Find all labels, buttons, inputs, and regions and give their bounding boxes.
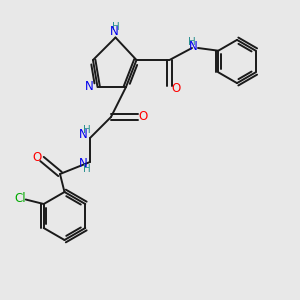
Text: O: O — [139, 110, 148, 124]
Text: N: N — [85, 80, 94, 94]
Text: N: N — [189, 40, 198, 53]
Text: H: H — [82, 164, 90, 175]
Text: N: N — [110, 25, 118, 38]
Text: H: H — [112, 22, 119, 32]
Text: O: O — [171, 82, 180, 95]
Text: H: H — [188, 37, 195, 47]
Text: N: N — [79, 128, 88, 141]
Text: N: N — [79, 157, 88, 170]
Text: O: O — [32, 151, 41, 164]
Text: H: H — [82, 125, 90, 135]
Text: Cl: Cl — [14, 191, 26, 205]
